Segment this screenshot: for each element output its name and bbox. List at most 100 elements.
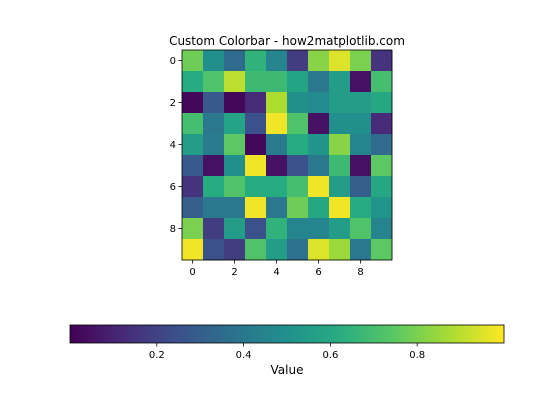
heatmap-cell-3-3	[245, 113, 267, 135]
heatmap-cell-9-1	[203, 239, 225, 261]
heatmap-cell-2-6	[308, 92, 330, 114]
y-axis: 0 2 4 6 8	[170, 56, 182, 235]
heatmap-cell-1-8	[350, 71, 372, 93]
heatmap-cell-0-6	[308, 50, 330, 72]
heatmap-cell-2-5	[287, 92, 309, 114]
heatmap-cell-5-4	[266, 155, 288, 177]
heatmap-cell-1-0	[182, 71, 204, 93]
colorbar-axis: 0.2 0.4 0.6 0.8	[149, 343, 425, 361]
heatmap-cell-6-2	[224, 176, 246, 198]
heatmap-cell-5-3	[245, 155, 267, 177]
heatmap-cell-7-5	[287, 197, 309, 219]
heatmap-cell-3-1	[203, 113, 225, 135]
heatmap-cell-3-7	[329, 113, 351, 135]
heatmap-cell-9-0	[182, 239, 204, 261]
heatmap-cell-7-0	[182, 197, 204, 219]
heatmap-cell-0-2	[224, 50, 246, 72]
y-tick-label-4: 8	[170, 224, 176, 235]
heatmap-cell-8-3	[245, 218, 267, 240]
heatmap-cell-8-1	[203, 218, 225, 240]
heatmap-cell-5-5	[287, 155, 309, 177]
heatmap-cell-0-0	[182, 50, 204, 72]
heatmap-cell-6-9	[371, 176, 393, 198]
heatmap-cell-8-0	[182, 218, 204, 240]
heatmap-cell-1-3	[245, 71, 267, 93]
heatmap-cell-9-8	[350, 239, 372, 261]
heatmap-cell-4-5	[287, 134, 309, 156]
heatmap-cell-1-5	[287, 71, 309, 93]
heatmap-cell-5-8	[350, 155, 372, 177]
heatmap-cell-3-2	[224, 113, 246, 135]
colorbar-tick-label-3: 0.8	[409, 350, 425, 361]
x-tick-label-3: 6	[315, 267, 321, 278]
heatmap-cell-7-2	[224, 197, 246, 219]
heatmap-cell-0-8	[350, 50, 372, 72]
heatmap-cell-9-4	[266, 239, 288, 261]
heatmap-cell-6-7	[329, 176, 351, 198]
heatmap-cell-2-0	[182, 92, 204, 114]
heatmap-cell-8-8	[350, 218, 372, 240]
y-tick-label-0: 0	[170, 56, 176, 67]
x-axis: 0 2 4 6 8	[189, 260, 364, 278]
heatmap-cell-3-9	[371, 113, 393, 135]
heatmap-cell-1-4	[266, 71, 288, 93]
heatmap-cell-6-4	[266, 176, 288, 198]
heatmap-cell-8-5	[287, 218, 309, 240]
heatmap-cell-6-1	[203, 176, 225, 198]
x-tick-label-2: 4	[273, 267, 279, 278]
heatmap-cell-3-8	[350, 113, 372, 135]
heatmap-cells	[182, 50, 393, 261]
x-tick-label-1: 2	[231, 267, 237, 278]
heatmap-cell-6-3	[245, 176, 267, 198]
heatmap-cell-0-5	[287, 50, 309, 72]
heatmap-cell-7-9	[371, 197, 393, 219]
heatmap-frame	[181, 49, 393, 261]
heatmap-cell-0-1	[203, 50, 225, 72]
heatmap-cell-0-9	[371, 50, 393, 72]
heatmap-cell-3-4	[266, 113, 288, 135]
y-tick-label-2: 4	[170, 140, 176, 151]
y-tick-label-1: 2	[170, 98, 176, 109]
heatmap-cell-7-8	[350, 197, 372, 219]
heatmap-cell-9-9	[371, 239, 393, 261]
heatmap-cell-4-9	[371, 134, 393, 156]
heatmap-cell-6-0	[182, 176, 204, 198]
heatmap-cell-8-6	[308, 218, 330, 240]
colorbar-tick-label-1: 0.4	[236, 350, 252, 361]
heatmap-cell-7-6	[308, 197, 330, 219]
heatmap-cell-3-5	[287, 113, 309, 135]
chart-title: Custom Colorbar - how2matplotlib.com	[169, 34, 405, 48]
heatmap-cell-8-4	[266, 218, 288, 240]
heatmap-cell-4-7	[329, 134, 351, 156]
x-tick-label-4: 8	[357, 267, 363, 278]
heatmap-cell-0-7	[329, 50, 351, 72]
heatmap-cell-9-2	[224, 239, 246, 261]
heatmap-cell-4-3	[245, 134, 267, 156]
heatmap-cell-3-6	[308, 113, 330, 135]
heatmap-cell-5-2	[224, 155, 246, 177]
x-tick-label-0: 0	[189, 267, 195, 278]
heatmap-cell-5-7	[329, 155, 351, 177]
heatmap-cell-6-8	[350, 176, 372, 198]
colorbar-tick-label-0: 0.2	[149, 350, 165, 361]
heatmap-cell-4-2	[224, 134, 246, 156]
heatmap-cell-9-7	[329, 239, 351, 261]
heatmap-cell-1-2	[224, 71, 246, 93]
heatmap-cell-5-6	[308, 155, 330, 177]
heatmap-cell-6-5	[287, 176, 309, 198]
colorbar	[69, 324, 505, 344]
heatmap-cell-2-9	[371, 92, 393, 114]
heatmap-cell-2-2	[224, 92, 246, 114]
heatmap-cell-9-5	[287, 239, 309, 261]
heatmap-cell-7-3	[245, 197, 267, 219]
heatmap-cell-6-6	[308, 176, 330, 198]
heatmap-cell-8-7	[329, 218, 351, 240]
heatmap-cell-0-3	[245, 50, 267, 72]
heatmap-cell-4-6	[308, 134, 330, 156]
heatmap-cell-5-1	[203, 155, 225, 177]
heatmap-cell-4-0	[182, 134, 204, 156]
heatmap-cell-5-9	[371, 155, 393, 177]
heatmap-cell-1-7	[329, 71, 351, 93]
heatmap-cell-8-2	[224, 218, 246, 240]
